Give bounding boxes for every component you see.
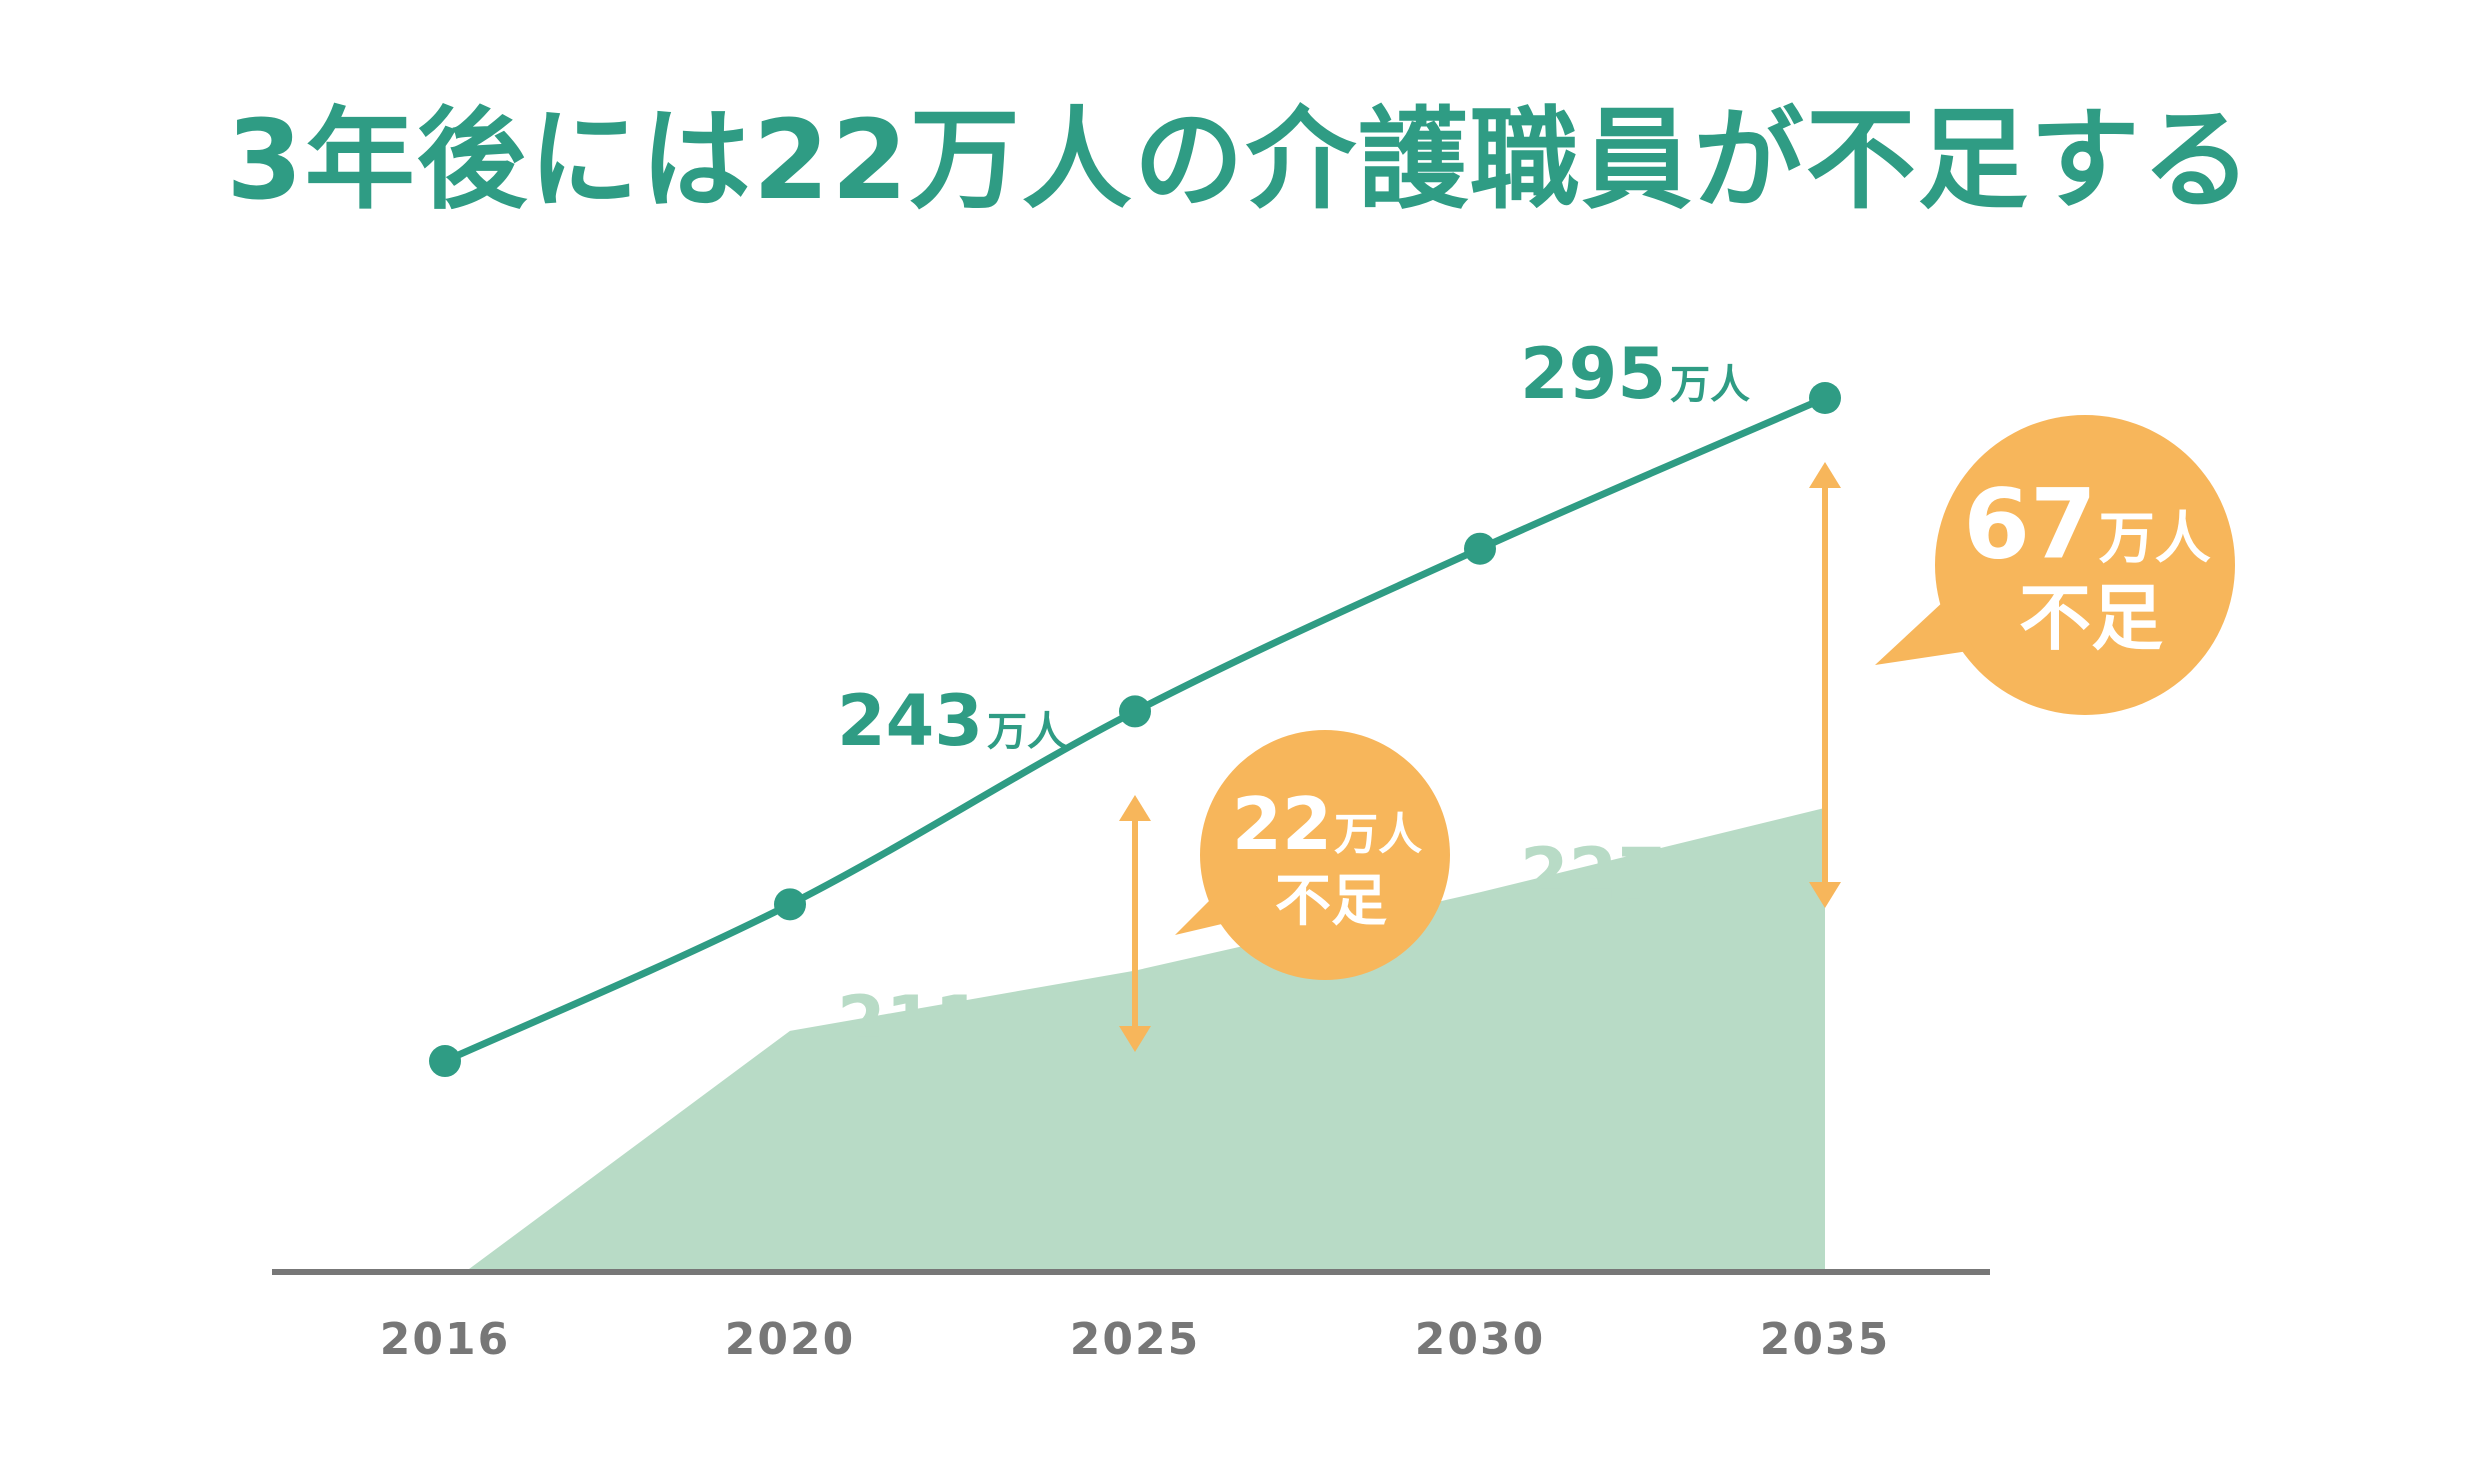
data-point-2030 (1464, 532, 1496, 565)
value-label-2035: 227 万人 (1520, 833, 1750, 915)
x-tick-label: 2020 (725, 1314, 855, 1365)
series-area-supply (465, 807, 1825, 1272)
gap-value: 67万人 (1963, 469, 2211, 581)
x-tick-label: 2035 (1760, 1314, 1890, 1365)
value-label-2025: 243 万人 (837, 680, 1067, 762)
gap-arrow (1809, 462, 1841, 908)
gap-arrow (1119, 795, 1151, 1052)
gap-value: 22万人 (1232, 782, 1422, 866)
value-label-2025: 211 万人 (837, 981, 1067, 1063)
x-tick-label: 2016 (380, 1314, 510, 1365)
value-label-2035: 295 万人 (1520, 333, 1750, 415)
gap-text: 不足 (2019, 576, 2163, 660)
chart-title: 3年後には22万人の介護職員が不足する (226, 96, 2254, 224)
x-tick-label: 2030 (1415, 1314, 1545, 1365)
x-tick-label: 2025 (1070, 1314, 1200, 1365)
gap-text: 不足 (1275, 869, 1387, 934)
data-point-2025 (1119, 695, 1151, 728)
data-point-2020 (774, 888, 806, 921)
data-point-2016 (429, 1045, 461, 1078)
data-point-2035 (1809, 382, 1841, 414)
